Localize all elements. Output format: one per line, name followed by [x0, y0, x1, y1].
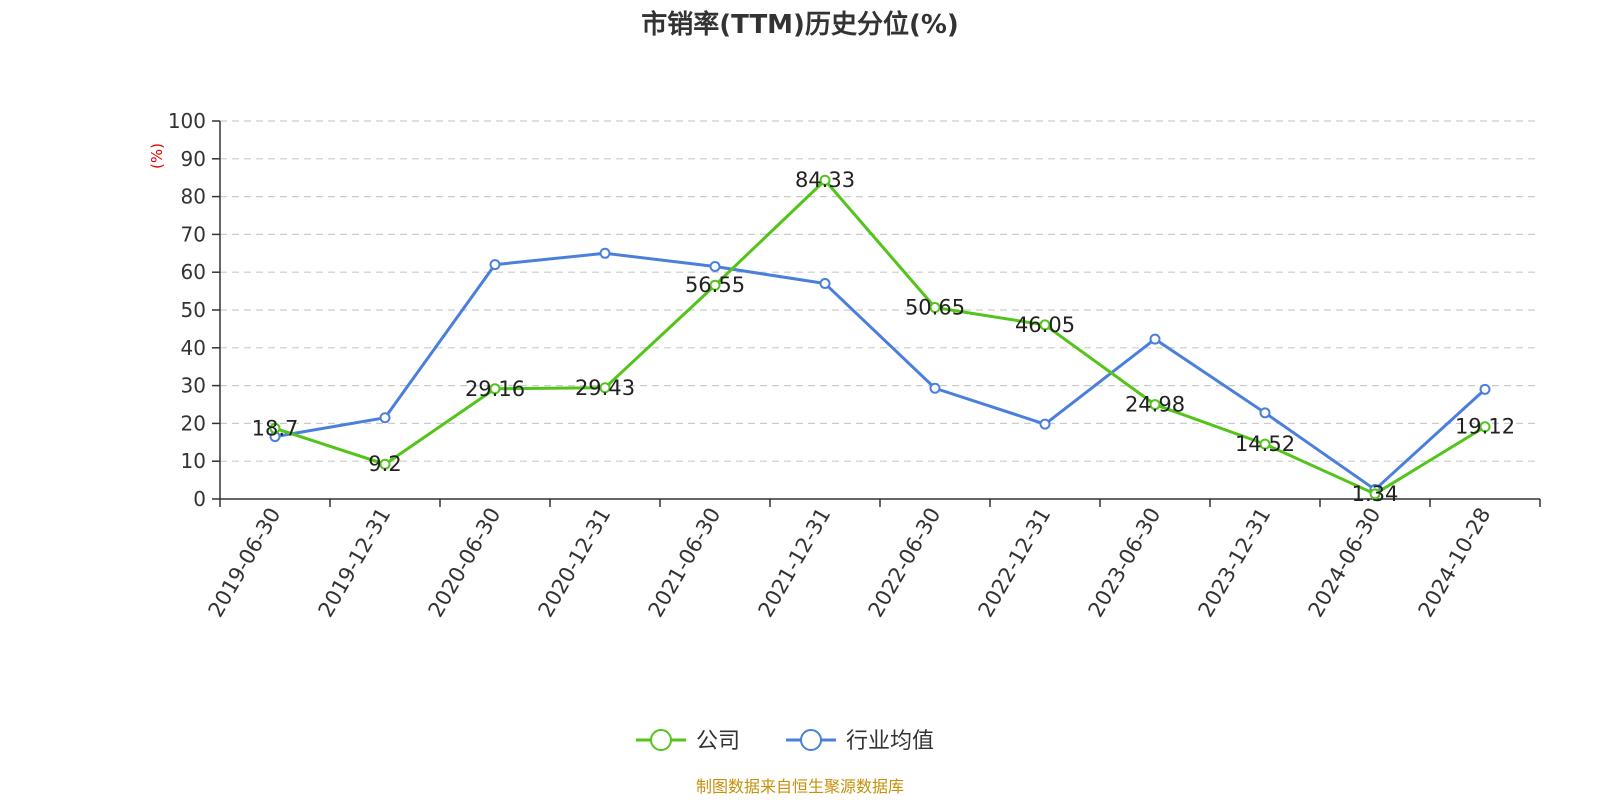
- data-point-0: [1149, 399, 1161, 411]
- series-line-0: [274, 178, 1486, 496]
- legend-label: 行业均值: [846, 729, 934, 754]
- data-point-1: [929, 382, 941, 394]
- x-tick-label: 2021-12-31: [754, 504, 836, 622]
- x-tick-label: 2024-10-28: [1414, 504, 1496, 622]
- data-label: 18.7: [252, 416, 299, 440]
- data-point-1: [1039, 418, 1051, 430]
- legend-swatch-marker: [800, 729, 822, 751]
- data-label: 19.12: [1455, 415, 1515, 439]
- x-tick-label: 2023-12-31: [1194, 504, 1276, 622]
- legend-item[interactable]: 公司: [636, 729, 740, 754]
- data-point-0: [819, 174, 831, 186]
- y-tick-label: 50: [181, 298, 206, 322]
- data-label: 9.2: [368, 452, 401, 476]
- data-label: 50.65: [905, 296, 965, 320]
- legend-label: 公司: [696, 729, 740, 754]
- data-point-0: [269, 422, 281, 434]
- x-tick-label: 2020-06-30: [424, 504, 506, 622]
- data-point-0: [1039, 319, 1051, 331]
- y-tick-label: 60: [181, 260, 206, 284]
- grid-lines: [220, 120, 1540, 462]
- x-tick-label: 2021-06-30: [644, 504, 726, 622]
- x-tick-label: 2024-06-30: [1304, 504, 1386, 622]
- data-point-0: [1479, 421, 1491, 433]
- data-point-0: [929, 302, 941, 314]
- y-tick-label: 70: [181, 222, 206, 246]
- x-tick-label: 2022-06-30: [864, 504, 946, 622]
- x-tick-label: 2019-12-31: [314, 504, 396, 622]
- data-point-1: [599, 247, 611, 259]
- data-label: 24.98: [1125, 393, 1185, 417]
- data-point-0: [599, 382, 611, 394]
- data-label: 14.52: [1235, 432, 1295, 456]
- y-tick-label: 10: [181, 449, 206, 473]
- x-tick-label: 2022-12-31: [974, 504, 1056, 622]
- series: [269, 174, 1491, 500]
- data-source-note: 制图数据来自恒生聚源数据库: [696, 777, 904, 796]
- y-tick-label: 100: [168, 109, 206, 133]
- x-tick-label: 2020-12-31: [534, 504, 616, 622]
- y-tick-label: 90: [181, 147, 206, 171]
- data-point-1: [1259, 407, 1271, 419]
- y-tick-label: 0: [193, 487, 206, 511]
- series-line-1: [274, 251, 1487, 492]
- data-label: 56.55: [685, 273, 745, 297]
- data-point-1: [819, 278, 831, 290]
- data-label: 46.05: [1015, 313, 1075, 337]
- data-point-0: [1369, 488, 1381, 500]
- data-point-1: [379, 412, 391, 424]
- data-point-0: [379, 458, 391, 470]
- x-tick-label: 2019-06-30: [204, 504, 286, 622]
- chart-title: 市销率(TTM)历史分位(%): [641, 9, 959, 40]
- data-label: 29.16: [465, 377, 525, 401]
- y-axis-unit-label: (%): [148, 143, 166, 169]
- y-tick-label: 20: [181, 411, 206, 435]
- data-labels: 18.7 9.2 29.16 29.43 56.55 84.33 50.65 46.05 24.…: [252, 168, 1515, 506]
- data-label: 1.34: [1352, 482, 1399, 506]
- legend-swatch-marker: [650, 729, 672, 751]
- legend-item[interactable]: 行业均值: [786, 729, 934, 754]
- data-point-1: [1149, 333, 1161, 345]
- y-tick-label: 30: [181, 374, 206, 398]
- data-point-0: [709, 279, 721, 291]
- y-tick-label: 40: [181, 336, 206, 360]
- data-point-1: [1479, 383, 1491, 395]
- data-label: 29.43: [575, 376, 635, 400]
- legend[interactable]: 公司 行业均值: [636, 729, 934, 754]
- x-tick-label: 2023-06-30: [1084, 504, 1166, 622]
- y-tick-label: 80: [181, 185, 206, 209]
- data-point-0: [1259, 438, 1271, 450]
- data-label: 84.33: [795, 168, 855, 192]
- data-point-0: [489, 383, 501, 395]
- data-point-1: [489, 259, 501, 271]
- data-point-1: [709, 261, 721, 273]
